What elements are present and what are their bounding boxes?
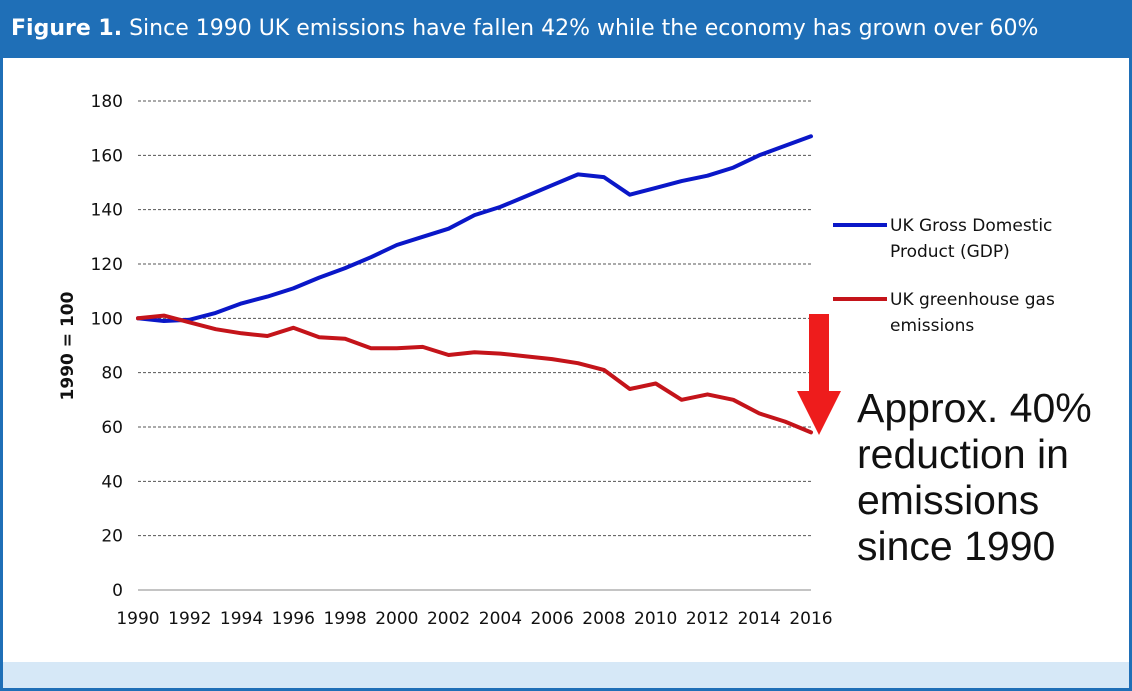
down-arrow-icon bbox=[797, 314, 841, 435]
x-tick-label: 2008 bbox=[582, 609, 625, 629]
x-tick-label: 2002 bbox=[427, 609, 470, 629]
series-line bbox=[136, 134, 813, 323]
x-axis-ticks: 1990 1992 1994 1996 1998 2000 2002 2004 2006 2008… bbox=[116, 609, 832, 629]
figure-label: Figure 1. bbox=[11, 16, 123, 41]
x-tick-label: 2014 bbox=[738, 609, 781, 629]
legend-label: emissions bbox=[890, 316, 974, 336]
x-tick-label: 1996 bbox=[272, 609, 315, 629]
arrow-head bbox=[797, 391, 841, 435]
y-tick-label: 140 bbox=[91, 201, 123, 221]
legend-label: Product (GDP) bbox=[890, 242, 1010, 262]
x-tick-label: 2010 bbox=[634, 609, 677, 629]
annotation-line: emissions bbox=[857, 477, 1039, 523]
x-tick-label: 2012 bbox=[686, 609, 729, 629]
y-tick-label: 160 bbox=[91, 146, 123, 166]
footer-band bbox=[3, 662, 1129, 688]
y-tick-label: 120 bbox=[91, 255, 123, 275]
arrow-shaft bbox=[809, 314, 829, 392]
x-tick-label: 2006 bbox=[531, 609, 574, 629]
legend-label: UK Gross Domestic bbox=[890, 216, 1052, 236]
series-line bbox=[136, 313, 813, 435]
x-tick-label: 2004 bbox=[479, 609, 522, 629]
y-tick-label: 60 bbox=[101, 418, 123, 438]
y-axis-ticks: 0 20 40 60 80 100 120 140 160 180 bbox=[91, 92, 123, 601]
y-tick-label: 20 bbox=[101, 527, 123, 547]
y-tick-label: 100 bbox=[91, 309, 123, 329]
legend-label: UK greenhouse gas bbox=[890, 290, 1055, 310]
x-tick-label: 2000 bbox=[375, 609, 418, 629]
figure-header: Figure 1. Since 1990 UK emissions have f… bbox=[3, 0, 1132, 58]
x-tick-label: 1994 bbox=[220, 609, 263, 629]
y-tick-label: 40 bbox=[101, 472, 123, 492]
y-tick-label: 0 bbox=[112, 581, 123, 601]
x-tick-label: 1998 bbox=[323, 609, 366, 629]
annotation-line: since 1990 bbox=[857, 523, 1055, 569]
x-tick-label: 1992 bbox=[168, 609, 211, 629]
gridlines bbox=[138, 100, 811, 591]
x-tick-label: 1990 bbox=[116, 609, 159, 629]
y-tick-label: 80 bbox=[101, 364, 123, 384]
y-axis-label: 1990 = 100 bbox=[58, 291, 78, 400]
x-tick-label: 2016 bbox=[789, 609, 832, 629]
legend: UK Gross Domestic Product (GDP) UK greenho… bbox=[833, 216, 1055, 336]
series-lines bbox=[136, 134, 813, 435]
annotation-line: Approx. 40% bbox=[857, 385, 1092, 431]
annotation-line: reduction in bbox=[857, 431, 1069, 477]
figure-caption: Since 1990 UK emissions have fallen 42% … bbox=[129, 16, 1039, 41]
y-tick-label: 180 bbox=[91, 92, 123, 112]
